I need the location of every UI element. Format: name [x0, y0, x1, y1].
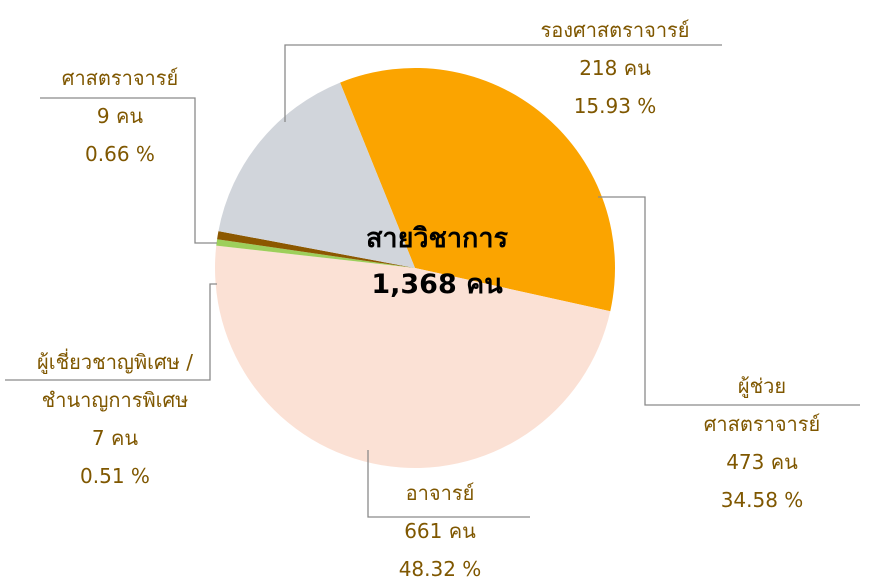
percent-label: 0.66 %	[85, 142, 155, 166]
count-label: 661 คน	[404, 519, 476, 543]
percent-label: 0.51 %	[80, 464, 150, 488]
category-label: ผู้เชี่ยวชาญพิเศษ / ชำนาญการพิเศษ	[37, 350, 193, 412]
slice-label: ผู้ช่วยศาสตราจารย์ 473 คน 34.58 %	[702, 367, 822, 519]
count-label: 9 คน	[96, 104, 144, 128]
slice-label: ผู้เชี่ยวชาญพิเศษ / ชำนาญการพิเศษ 7 คน 0.5…	[37, 343, 193, 495]
slice-label: อาจารย์ 661 คน 48.32 %	[399, 474, 482, 588]
category-label: รองศาสตราจารย์	[540, 18, 690, 42]
percent-label: 34.58 %	[720, 488, 804, 512]
percent-label: 48.32 %	[398, 557, 482, 581]
leader-line	[40, 97, 217, 244]
pie-slice	[218, 82, 415, 268]
center-title: สายวิชาการ	[365, 223, 509, 254]
leader-line	[598, 196, 860, 406]
count-label: 7 คน	[91, 426, 139, 450]
category-label: อาจารย์	[405, 481, 475, 505]
slice-label: รองศาสตราจารย์ 218 คน 15.93 %	[540, 11, 689, 125]
count-label: 218 คน	[579, 56, 651, 80]
leader-line	[5, 283, 217, 381]
slice-label: ศาสตราจารย์ 9 คน 0.66 %	[62, 59, 179, 173]
leader-line	[367, 450, 530, 518]
pie-slice	[216, 239, 415, 268]
pie-slice	[215, 245, 611, 468]
percent-label: 15.93 %	[573, 94, 657, 118]
pie-slice	[340, 67, 616, 312]
leader-line	[284, 44, 722, 122]
pie-slice	[217, 231, 415, 268]
category-label: ศาสตราจารย์	[61, 66, 179, 90]
center-label: 1,368 คน	[371, 269, 503, 300]
category-label: ผู้ช่วยศาสตราจารย์	[703, 374, 821, 436]
count-label: 473 คน	[726, 450, 798, 474]
